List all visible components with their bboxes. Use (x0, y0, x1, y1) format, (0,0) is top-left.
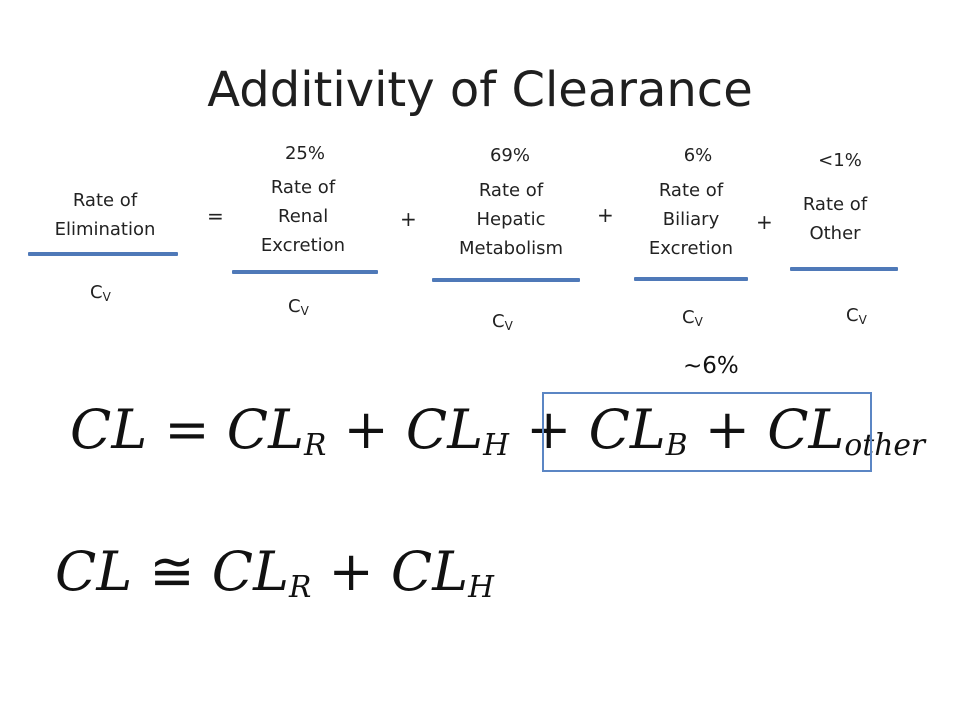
cv-c: C (288, 296, 301, 317)
cv-sub: V (102, 290, 111, 304)
eq1-term-biliary-sub: B (665, 428, 688, 464)
approx-note: ~6% (683, 353, 739, 379)
plus-operator-1: + (400, 207, 417, 231)
elimination-label-line2: Elimination (54, 219, 156, 240)
cv-sub: V (504, 319, 513, 333)
plus-operator-3: + (756, 210, 773, 234)
hepatic-fraction-bar (432, 278, 580, 282)
renal-denominator: CV (288, 296, 309, 318)
eq1-term-hepatic: CL (405, 398, 484, 461)
eq1-plus-1: + (343, 398, 389, 461)
other-fraction-bar (790, 267, 898, 271)
eq2-lhs: CL (55, 540, 133, 603)
cv-sub: V (300, 304, 309, 318)
cv-c: C (90, 282, 103, 303)
other-percent: <1% (818, 150, 862, 171)
biliary-label-line3: Excretion (648, 238, 734, 259)
biliary-label: Rate of Biliary Excretion (616, 176, 766, 263)
biliary-label-line1: Rate of (658, 180, 724, 201)
equals-operator: = (207, 204, 224, 228)
clearance-equation-full: CL = CLR + CLH + CLB + CLother (70, 398, 926, 464)
eq1-term-hepatic-sub: H (483, 428, 509, 464)
cv-c: C (846, 305, 859, 326)
other-denominator: CV (846, 305, 867, 327)
eq1-term-renal-sub: R (303, 428, 327, 464)
eq1-term-other: CL (767, 398, 845, 461)
biliary-percent: 6% (683, 145, 713, 166)
eq1-term-other-sub: other (844, 428, 926, 464)
other-label: Rate of Other (760, 190, 910, 248)
highlight-box (542, 392, 872, 472)
renal-label-line3: Excretion (260, 235, 346, 256)
elimination-denominator: CV (90, 282, 111, 304)
hepatic-label-line1: Rate of (478, 180, 544, 201)
other-label-line2: Other (809, 223, 861, 244)
renal-label: Rate of Renal Excretion (228, 173, 378, 260)
slide-title: Additivity of Clearance (207, 62, 753, 118)
renal-label-line1: Rate of (270, 177, 336, 198)
other-label-line1: Rate of (802, 194, 868, 215)
eq2-approx-equals: ≅ (149, 540, 195, 603)
eq1-term-biliary: CL (588, 398, 666, 461)
renal-percent: 25% (284, 143, 325, 164)
renal-label-line2: Renal (278, 206, 329, 227)
biliary-denominator: CV (682, 307, 703, 329)
clearance-equation-approx: CL ≅ CLR + CLH (55, 540, 494, 606)
hepatic-denominator: CV (492, 311, 513, 333)
cv-c: C (682, 307, 695, 328)
elimination-label: Rate of Elimination (30, 186, 180, 244)
eq1-lhs: CL (70, 398, 148, 461)
cv-sub: V (694, 315, 703, 329)
biliary-fraction-bar (634, 277, 748, 281)
hepatic-percent: 69% (489, 145, 530, 166)
eq1-equals: = (164, 398, 210, 461)
biliary-label-line2: Biliary (662, 209, 720, 230)
elimination-label-line1: Rate of (72, 190, 138, 211)
plus-operator-2: + (597, 203, 614, 227)
eq2-term-hepatic-sub: H (468, 570, 494, 606)
eq2-term-renal-sub: R (288, 570, 312, 606)
hepatic-label-line3: Metabolism (458, 238, 564, 259)
eq1-plus-2: + (526, 398, 572, 461)
eq1-term-renal: CL (226, 398, 304, 461)
eq2-term-hepatic: CL (390, 540, 469, 603)
eq2-term-renal: CL (211, 540, 289, 603)
renal-fraction-bar (232, 270, 378, 274)
cv-sub: V (858, 313, 867, 327)
eq2-plus: + (328, 540, 374, 603)
elimination-fraction-bar (28, 252, 178, 256)
hepatic-label-line2: Hepatic (476, 209, 546, 230)
cv-c: C (492, 311, 505, 332)
eq1-plus-3: + (704, 398, 751, 461)
hepatic-label: Rate of Hepatic Metabolism (436, 176, 586, 263)
